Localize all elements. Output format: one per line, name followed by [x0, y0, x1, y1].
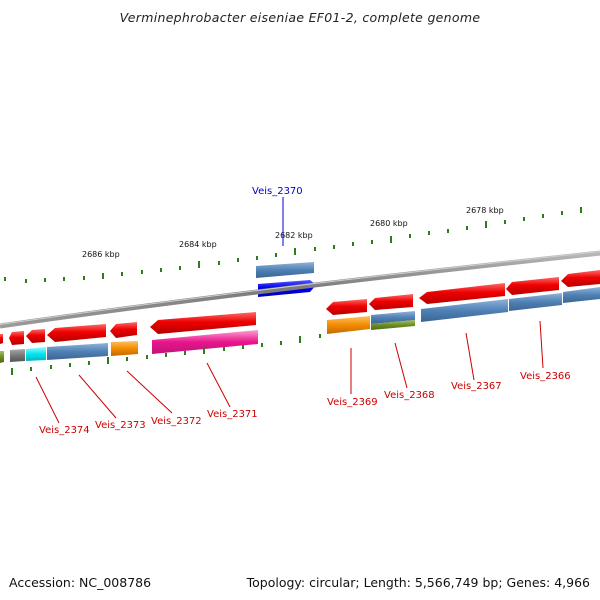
leader-lines: [35, 197, 544, 424]
gene-arrow-reverse[interactable]: [561, 270, 600, 287]
gene-arrow-reverse[interactable]: [369, 294, 413, 310]
gene-label-veis-2368[interactable]: Veis_2368: [384, 390, 435, 401]
genome-title: Verminephrobacter eiseniae EF01-2, compl…: [119, 10, 481, 25]
gene-label-veis-2369[interactable]: Veis_2369: [327, 397, 378, 408]
scale-label-2680: 2680 kbp: [370, 219, 408, 228]
gene-arrow-reverse[interactable]: [9, 331, 24, 345]
gene-label-veis-2370[interactable]: Veis_2370: [252, 186, 303, 197]
gene-label-veis-2372[interactable]: Veis_2372: [151, 416, 202, 427]
reverse-strand-genes: [0, 270, 600, 345]
gene-cog-steelblue: [256, 262, 314, 278]
gene-arrow-reverse[interactable]: [419, 283, 505, 304]
gene-arrow-reverse[interactable]: [326, 299, 367, 315]
scale-label-2684: 2684 kbp: [179, 240, 217, 249]
genome-backbone: [0, 250, 600, 329]
gene-arrow-reverse[interactable]: [26, 329, 45, 343]
scale-ticks-outer: [4, 207, 582, 283]
scale-label-2678: 2678 kbp: [466, 206, 504, 215]
cog-bands: [0, 287, 600, 363]
scale-label-2686: 2686 kbp: [82, 250, 120, 259]
scale-ticks-inner: [11, 334, 321, 375]
gene-label-veis-2366[interactable]: Veis_2366: [520, 371, 571, 382]
gene-arrow-reverse[interactable]: [110, 322, 137, 338]
gene-label-veis-2371[interactable]: Veis_2371: [207, 409, 258, 420]
gene-arrow-reverse[interactable]: [47, 324, 106, 342]
gene-labels: Veis_2370 Veis_2374 Veis_2373 Veis_2372 …: [39, 186, 571, 436]
gene-label-veis-2374[interactable]: Veis_2374: [39, 425, 90, 436]
gene-arrow-reverse[interactable]: [0, 334, 3, 344]
gene-arrow-reverse[interactable]: [506, 277, 559, 295]
scale-label-2682: 2682 kbp: [275, 231, 313, 240]
gene-label-veis-2367[interactable]: Veis_2367: [451, 381, 502, 392]
footer-stats: Topology: circular; Length: 5,566,749 bp…: [246, 575, 590, 590]
gene-label-veis-2373[interactable]: Veis_2373: [95, 420, 146, 431]
gene-arrow-reverse[interactable]: [150, 312, 256, 334]
footer-accession: Accession: NC_008786: [9, 575, 152, 590]
